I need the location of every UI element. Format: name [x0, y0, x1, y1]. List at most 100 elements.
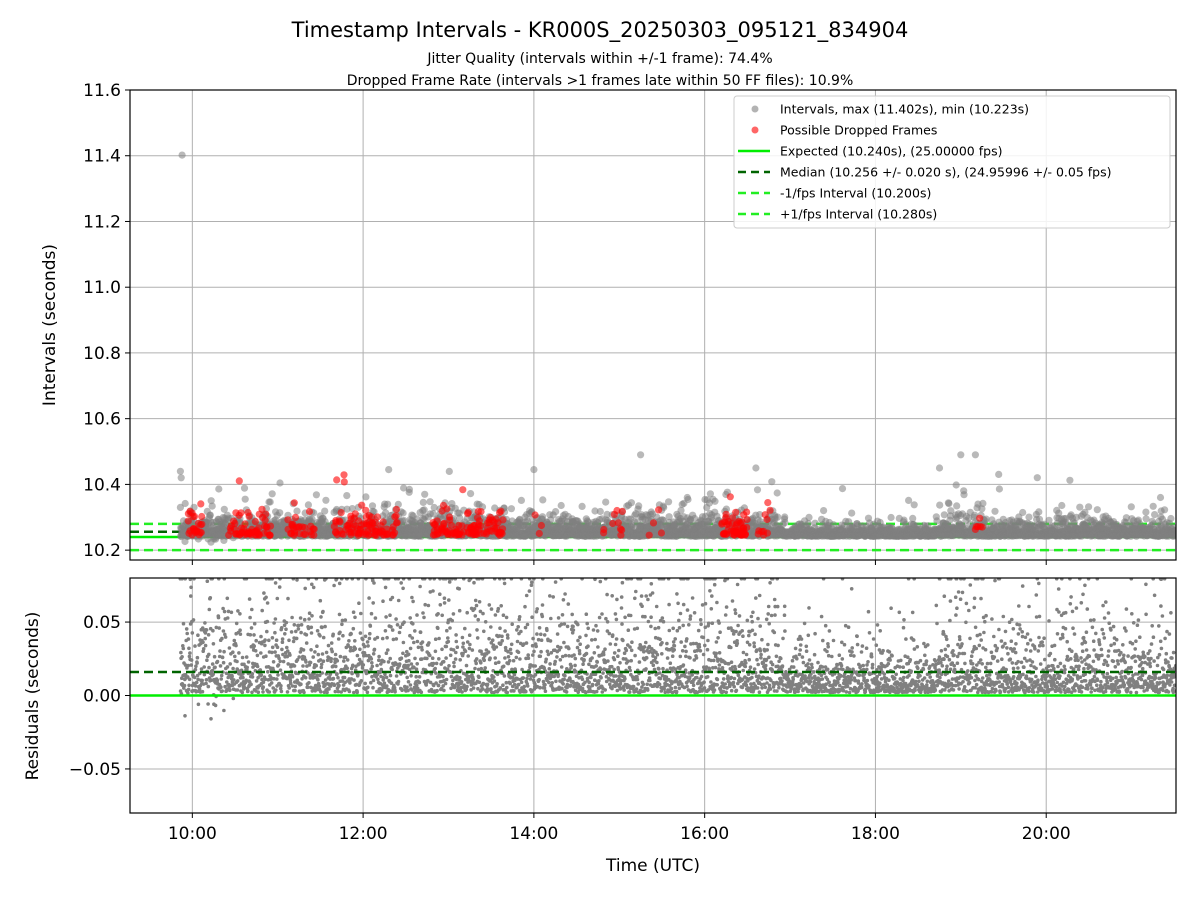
residual-point — [246, 660, 251, 664]
residual-point — [221, 606, 225, 611]
interval-point — [591, 507, 599, 515]
dropped-frame-point — [976, 523, 985, 531]
residual-point — [203, 636, 207, 641]
interval-point — [178, 151, 186, 159]
residual-point — [185, 631, 189, 636]
residual-point — [263, 643, 267, 648]
residual-point — [223, 684, 227, 689]
dropped-frame-point — [331, 528, 340, 536]
residual-point — [244, 678, 248, 683]
residual-point — [271, 660, 276, 664]
dropped-frame-point — [600, 525, 608, 534]
interval-point — [1093, 506, 1101, 514]
interval-point — [952, 481, 960, 489]
interval-point — [430, 503, 438, 512]
dropped-frame-point — [235, 477, 243, 485]
dropped-frame-point — [188, 509, 196, 517]
residual-point — [189, 658, 194, 662]
residual-point — [273, 581, 278, 585]
dropped-frame-point — [445, 513, 454, 521]
dropped-frame-point — [613, 506, 621, 515]
interval-point — [637, 451, 645, 459]
dropped-frame-point — [488, 527, 496, 535]
dropped-frame-point — [235, 511, 243, 519]
interval-point — [1066, 476, 1074, 484]
residual-point — [275, 677, 279, 681]
legend-intervals-marker — [751, 105, 759, 113]
interval-point — [429, 509, 437, 518]
interval-point — [1122, 514, 1130, 522]
residual-point — [262, 591, 266, 595]
residual-point — [252, 621, 257, 626]
dropped-frame-point — [350, 514, 358, 522]
residual-point — [272, 676, 276, 681]
legend-plus-fps-label: +1/fps Interval (10.280s) — [780, 207, 937, 222]
legend-expected-label: Expected (10.240s), (25.00000 fps) — [780, 144, 1002, 159]
interval-point — [343, 505, 351, 513]
residual-point — [187, 646, 191, 651]
residual-point — [218, 649, 222, 653]
dropped-frame-point — [347, 531, 355, 539]
residual-point — [278, 686, 283, 691]
residual-point — [217, 654, 222, 659]
dropped-frame-point — [361, 528, 369, 536]
residual-point — [266, 670, 270, 674]
residual-point — [256, 675, 260, 680]
dropped-frame-point — [248, 525, 256, 533]
interval-point — [991, 507, 999, 515]
interval-point — [773, 489, 781, 497]
interval-point — [945, 500, 953, 508]
interval-point — [276, 509, 284, 517]
dropped-frame-point — [300, 530, 308, 539]
interval-point — [241, 495, 249, 503]
residual-point — [265, 601, 270, 605]
residual-point — [215, 659, 220, 664]
residual-point — [220, 636, 224, 641]
residual-point — [181, 644, 185, 648]
residual-point — [179, 650, 183, 655]
interval-point — [848, 509, 856, 517]
interval-point — [946, 512, 955, 520]
dropped-frame-point — [724, 520, 733, 528]
residual-point — [263, 677, 268, 682]
legend-box — [733, 95, 1171, 229]
residual-point — [279, 626, 284, 630]
residual-point — [199, 667, 204, 671]
dropped-frame-point — [290, 499, 298, 507]
dropped-frame-point — [649, 519, 658, 527]
residual-point — [238, 632, 243, 636]
dropped-frame-point — [431, 520, 439, 529]
residual-point — [265, 619, 270, 624]
residual-point — [250, 672, 255, 676]
intervals-y-ticks: 10.210.410.610.811.011.211.411.6 — [83, 81, 130, 561]
residual-point — [259, 673, 264, 677]
residual-point — [217, 578, 221, 581]
intervals-y-tick-label: 11.2 — [83, 212, 121, 232]
residual-point — [181, 621, 186, 626]
residual-point — [225, 596, 230, 601]
residual-point — [265, 629, 269, 634]
residual-point — [231, 696, 236, 701]
dropped-frame-point — [231, 525, 239, 533]
residual-point — [192, 578, 196, 581]
intervals-y-tick-label: 10.6 — [83, 410, 121, 430]
dropped-frame-point — [340, 478, 348, 486]
interval-point — [399, 509, 407, 517]
residual-point — [226, 609, 231, 614]
interval-point — [804, 519, 812, 528]
residual-point — [279, 689, 284, 694]
residual-point — [260, 608, 265, 613]
residual-point — [211, 642, 216, 646]
interval-point — [965, 514, 973, 522]
residual-point — [273, 630, 277, 635]
intervals-y-tick-label: 11.6 — [83, 81, 121, 101]
residual-point — [231, 650, 235, 654]
residual-point — [210, 578, 214, 581]
residual-point — [247, 597, 252, 601]
interval-point — [781, 513, 789, 521]
residual-point — [249, 682, 253, 687]
dropped-frame-point — [645, 531, 653, 539]
residual-point — [240, 690, 245, 695]
residual-point — [225, 680, 229, 684]
interval-point — [774, 513, 782, 521]
